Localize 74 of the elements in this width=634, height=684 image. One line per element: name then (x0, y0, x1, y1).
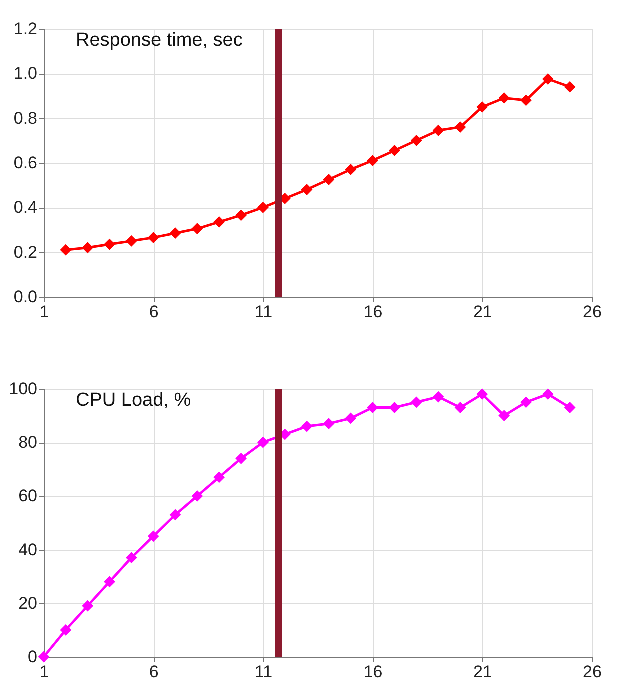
point (170, 509, 182, 521)
y-tick-label: 80 (18, 433, 38, 452)
point (258, 436, 269, 448)
y-tick-label: 0.4 (14, 198, 38, 218)
chart-title: CPU Load, % (76, 390, 192, 411)
y-tick-label: 20 (18, 594, 38, 613)
x-tick-label: 21 (473, 302, 492, 322)
y-tick-label: 1.2 (14, 20, 38, 38)
point (214, 472, 226, 484)
point (542, 388, 554, 400)
y-tick-label: 0.6 (14, 154, 38, 172)
point (476, 101, 488, 113)
point (367, 402, 378, 414)
point (410, 396, 422, 408)
x-tick-label: 16 (364, 302, 383, 322)
point (82, 600, 94, 612)
y-tick-label: 0.2 (14, 242, 38, 262)
point (542, 74, 554, 85)
x-tick-label: 26 (583, 302, 602, 322)
point (564, 402, 576, 414)
point (236, 452, 247, 464)
point (192, 490, 204, 502)
point (564, 81, 576, 93)
point (60, 624, 72, 636)
point (432, 391, 444, 403)
point (454, 122, 466, 133)
y-tick-label: 1.0 (14, 64, 38, 84)
point (498, 92, 510, 104)
x-tick-label: 16 (364, 662, 383, 682)
point (301, 420, 313, 432)
point (258, 202, 269, 214)
y-tick-label: 40 (18, 540, 38, 560)
point (389, 145, 400, 156)
point (432, 124, 444, 136)
point (60, 244, 72, 256)
x-tick-label: 11 (254, 302, 273, 322)
y-tick-label: 0 (28, 648, 38, 666)
x-tick-label: 6 (149, 662, 159, 682)
point (410, 134, 422, 146)
x-tick-label: 1 (40, 662, 50, 682)
point (323, 418, 335, 430)
point (38, 651, 50, 663)
point (104, 238, 116, 250)
point (214, 216, 226, 228)
point (104, 576, 116, 588)
y-tick-label: 60 (18, 486, 38, 506)
point (498, 410, 510, 422)
point (170, 228, 182, 240)
x-tick-label: 11 (254, 662, 273, 682)
x-tick-label: 6 (149, 302, 159, 322)
x-tick-label: 26 (583, 662, 602, 682)
point (520, 94, 532, 106)
y-tick-label: 0.0 (14, 288, 38, 306)
point (192, 223, 204, 235)
point (126, 552, 138, 564)
point (323, 174, 335, 186)
point (82, 242, 94, 254)
point (454, 402, 466, 414)
point (367, 155, 378, 166)
point (301, 184, 313, 196)
point (389, 402, 400, 414)
x-tick-label: 1 (40, 302, 50, 322)
point (126, 235, 138, 247)
point (148, 530, 160, 542)
point (345, 412, 357, 424)
point (520, 396, 532, 408)
y-tick-label: 100 (9, 380, 38, 398)
point (148, 232, 160, 244)
y-tick-label: 0.8 (14, 108, 38, 128)
chart-title: Response time, sec (76, 30, 243, 51)
point (236, 210, 247, 222)
x-tick-label: 21 (473, 662, 492, 682)
point (476, 388, 488, 400)
point (345, 164, 357, 176)
